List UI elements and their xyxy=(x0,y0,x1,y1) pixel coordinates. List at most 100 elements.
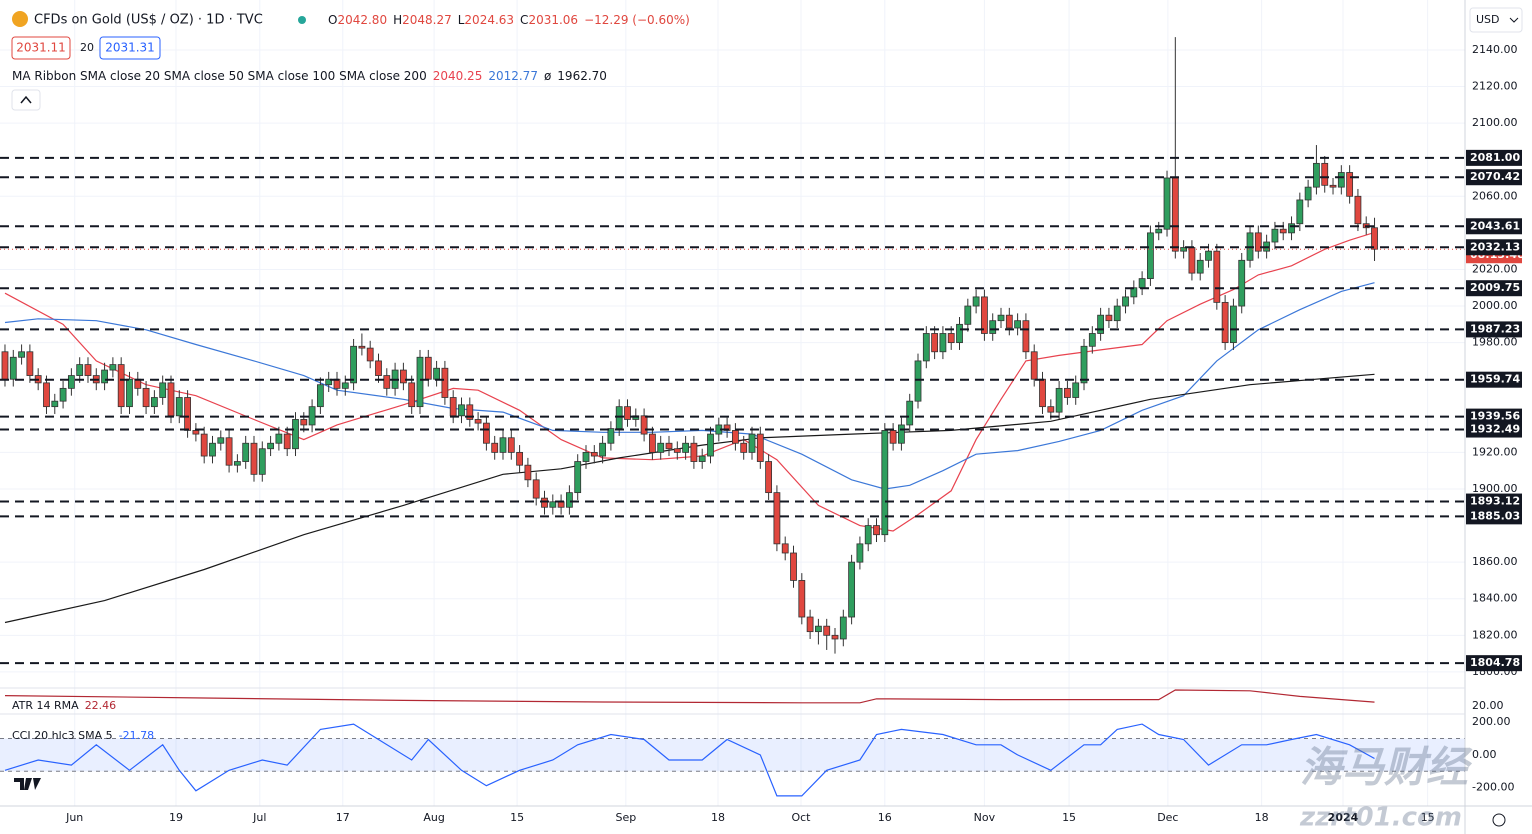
level-label-box xyxy=(1466,421,1522,438)
candle-body xyxy=(640,415,648,435)
collapse-icon xyxy=(20,95,32,104)
candle-body xyxy=(798,580,806,618)
watermark-brand: 海马财经 xyxy=(1300,743,1473,792)
candle-body xyxy=(283,433,291,450)
x-tick-label: Sep xyxy=(615,811,636,824)
candle-body xyxy=(184,397,191,431)
candle-body xyxy=(159,382,167,398)
level-label: 1893.12 xyxy=(1470,495,1520,508)
y-tick-label: -200.00 xyxy=(1472,781,1514,794)
candle-body xyxy=(1155,228,1163,234)
candle-body xyxy=(242,442,250,462)
ask-box[interactable] xyxy=(99,36,161,60)
candle-body xyxy=(864,525,872,545)
candle-body xyxy=(1064,387,1071,398)
candle-body xyxy=(856,543,864,563)
candle-body xyxy=(325,378,333,386)
candle-body xyxy=(1,351,9,380)
candle-body xyxy=(1196,259,1204,274)
x-tick-label: 15 xyxy=(1421,811,1435,824)
grid-layer xyxy=(0,0,1465,806)
indicator-name: ATR 14 RMA xyxy=(12,699,79,712)
candle-body xyxy=(615,406,623,430)
settings-icon[interactable] xyxy=(1492,813,1506,827)
x-tick-label: Jun xyxy=(65,811,83,824)
level-label-box xyxy=(1466,280,1522,297)
candle-body xyxy=(781,543,789,554)
candle-body xyxy=(491,442,499,453)
y-tick-label: 2060.00 xyxy=(1472,189,1518,202)
candle-body xyxy=(989,320,997,334)
candle-body xyxy=(43,382,50,408)
candle-body xyxy=(1171,177,1179,252)
x-tick-label: 2024 xyxy=(1328,811,1359,824)
candle-body xyxy=(366,347,374,362)
level-label-box xyxy=(1466,508,1522,525)
candle-body xyxy=(233,461,241,466)
candle-body xyxy=(1088,333,1096,347)
candle-body xyxy=(1321,162,1329,186)
level-label-box xyxy=(1466,149,1522,166)
candle-body xyxy=(1296,199,1304,225)
ohlc-value: 2042.80 xyxy=(337,13,387,27)
ma-value: 2012.77 xyxy=(488,69,538,83)
candle-body xyxy=(1055,387,1063,413)
candle-body xyxy=(84,364,92,376)
level-label-box xyxy=(1466,408,1522,425)
candle-body xyxy=(657,442,665,453)
plot-layer xyxy=(0,37,1465,797)
collapse-button[interactable] xyxy=(11,89,41,111)
x-tick-label: Dec xyxy=(1157,811,1178,824)
candle-body xyxy=(898,424,905,444)
ohlc-key: C xyxy=(520,13,528,27)
candle-body xyxy=(1354,195,1362,225)
candle-body xyxy=(225,437,233,466)
level-label: 1987.23 xyxy=(1470,322,1520,335)
candle-body xyxy=(1014,320,1022,329)
candle-body xyxy=(507,437,515,453)
level-label: 2032.13 xyxy=(1470,240,1520,253)
candle-body xyxy=(1122,296,1129,307)
candle-body xyxy=(1147,232,1154,280)
x-tick-label: 15 xyxy=(1062,811,1076,824)
y-tick-label: 1860.00 xyxy=(1472,555,1518,568)
candle-body xyxy=(175,397,183,417)
candle-body xyxy=(582,451,590,462)
candle-body xyxy=(914,360,922,402)
currency-box[interactable] xyxy=(1469,7,1523,33)
candle-body xyxy=(516,451,523,466)
candle-body xyxy=(541,497,548,508)
spread: 20 xyxy=(80,41,94,54)
candle-body xyxy=(18,351,25,358)
candle-body xyxy=(524,464,532,481)
candle-body xyxy=(1213,250,1221,303)
candle-body xyxy=(1039,378,1046,408)
candle-body xyxy=(26,351,34,376)
bid-box[interactable] xyxy=(11,36,71,60)
candle-body xyxy=(250,442,258,475)
candle-body xyxy=(748,433,756,453)
candle-body xyxy=(59,387,67,402)
candle-body xyxy=(200,433,208,457)
candle-body xyxy=(839,616,847,640)
market-status xyxy=(298,16,306,24)
watermark-site: zzrt01.com xyxy=(1299,803,1462,833)
y-tick-label: 2120.00 xyxy=(1472,80,1518,93)
symbol-icon xyxy=(12,11,28,27)
candle-body xyxy=(881,430,889,536)
ohlc-key: L xyxy=(458,13,465,27)
candle-body xyxy=(690,442,698,462)
line-series xyxy=(4,723,1375,797)
candle-body xyxy=(981,296,988,334)
candle-body xyxy=(1304,186,1312,201)
y-tick-label: 2140.00 xyxy=(1472,43,1518,56)
y-tick-label: 1980.00 xyxy=(1472,336,1518,349)
candle-body xyxy=(1238,259,1246,307)
line-series xyxy=(4,231,1375,532)
candle-body xyxy=(1337,172,1345,188)
candle-body xyxy=(673,448,681,453)
candle-body xyxy=(76,364,84,376)
candle-body xyxy=(308,406,316,426)
x-tick-label: 16 xyxy=(878,811,892,824)
